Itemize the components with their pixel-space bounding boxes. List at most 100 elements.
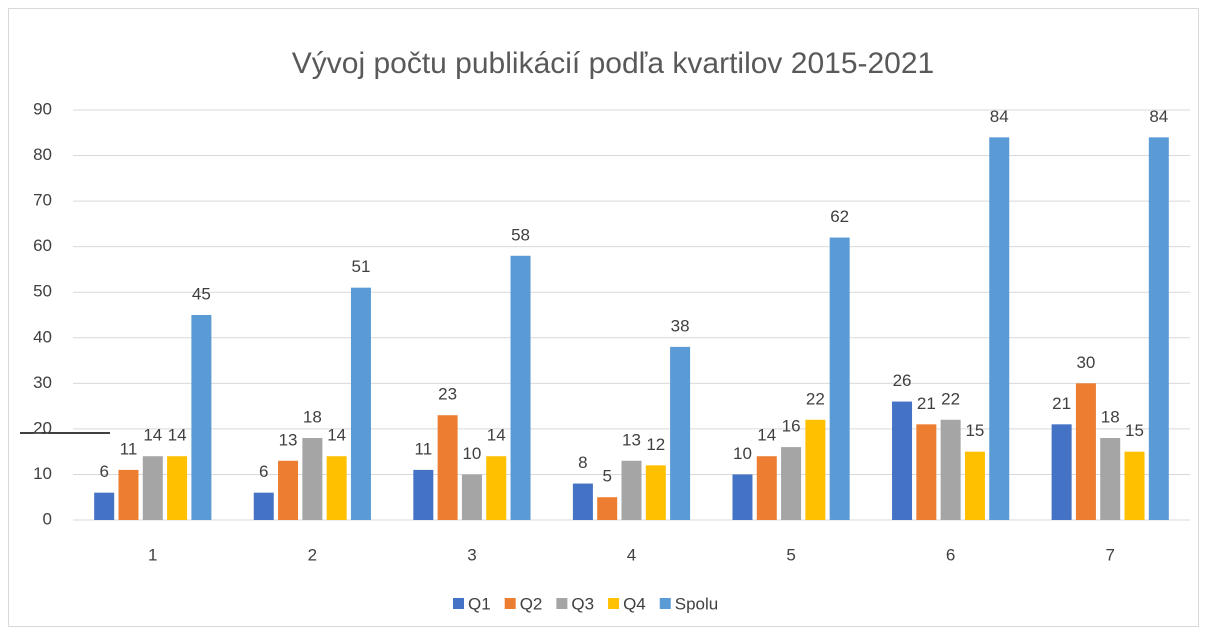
bar (989, 137, 1010, 521)
bar (940, 419, 961, 520)
y-tick-label: 70 (33, 191, 52, 210)
data-label: 22 (941, 389, 960, 408)
x-tick-label: 5 (786, 545, 795, 564)
data-label: 14 (327, 426, 346, 445)
legend-label: Spolu (675, 594, 718, 613)
y-tick-label: 80 (33, 145, 52, 164)
data-label: 13 (279, 430, 298, 449)
data-label: 14 (168, 426, 187, 445)
x-tick-label: 2 (308, 545, 317, 564)
y-tick-label: 90 (33, 99, 52, 118)
bar (597, 497, 618, 520)
bar (892, 401, 913, 520)
bar (461, 474, 482, 520)
bar (118, 469, 139, 520)
y-tick-label: 60 (33, 236, 52, 255)
data-label: 21 (1052, 394, 1071, 413)
chart-frame (8, 8, 1199, 627)
y-tick-label: 10 (33, 464, 52, 483)
bar (142, 456, 163, 520)
x-tick-label: 6 (946, 545, 955, 564)
y-tick-label: 40 (33, 327, 52, 346)
y-tick-label: 50 (33, 282, 52, 301)
y-tick-label: 30 (33, 373, 52, 392)
y-tick-label: 20 (33, 418, 52, 437)
bar (191, 315, 212, 520)
bar (94, 492, 115, 520)
x-tick-label: 1 (148, 545, 157, 564)
bar (437, 415, 458, 520)
bar (829, 237, 850, 521)
data-label: 10 (733, 444, 752, 463)
bar (510, 255, 531, 520)
bar (572, 483, 593, 520)
x-tick-label: 3 (467, 545, 476, 564)
bar (621, 460, 642, 520)
legend-label: Q1 (468, 594, 491, 613)
data-label: 10 (462, 444, 481, 463)
x-tick-label: 7 (1105, 545, 1114, 564)
data-label: 62 (830, 207, 849, 226)
data-label: 14 (757, 426, 776, 445)
chart-title: Vývoj počtu publikácií podľa kvartilov 2… (292, 47, 934, 80)
bar (1075, 383, 1096, 520)
data-label: 6 (99, 462, 108, 481)
data-label: 84 (1149, 107, 1168, 126)
data-label: 6 (259, 462, 268, 481)
data-label: 45 (192, 284, 211, 303)
bar (645, 465, 666, 520)
legend-swatch (556, 598, 568, 609)
bar (1148, 137, 1169, 521)
bar (805, 419, 826, 520)
data-label: 51 (351, 257, 370, 276)
data-label: 84 (990, 107, 1009, 126)
bar (1100, 438, 1121, 520)
bar (781, 447, 802, 520)
x-tick-label: 4 (627, 545, 636, 564)
data-label: 18 (303, 407, 322, 426)
data-label: 38 (671, 316, 690, 335)
data-label: 23 (438, 385, 457, 404)
bar (486, 456, 507, 520)
bar (756, 456, 777, 520)
data-label: 14 (143, 426, 162, 445)
data-label: 8 (578, 453, 587, 472)
data-label: 18 (1101, 407, 1120, 426)
data-label: 30 (1076, 353, 1095, 372)
bar (253, 492, 274, 520)
data-label: 21 (917, 394, 936, 413)
data-label: 12 (646, 435, 665, 454)
data-label: 13 (622, 430, 641, 449)
data-label: 58 (511, 225, 530, 244)
y-tick-label: 0 (43, 509, 52, 528)
bar (302, 438, 323, 520)
bar (167, 456, 188, 520)
data-label: 26 (893, 371, 912, 390)
bar (1124, 451, 1145, 520)
data-label: 14 (487, 426, 506, 445)
data-label: 15 (965, 421, 984, 440)
legend-label: Q4 (623, 594, 646, 613)
bar (964, 451, 985, 520)
bar (732, 474, 753, 520)
legend-swatch (453, 598, 464, 609)
bar (278, 460, 299, 520)
bar (670, 346, 691, 520)
bar (326, 456, 347, 520)
data-label: 5 (602, 467, 611, 486)
legend-label: Q2 (520, 594, 543, 613)
legend-swatch (659, 598, 671, 609)
bar (413, 469, 434, 520)
data-label: 16 (782, 417, 801, 436)
bar (916, 424, 937, 520)
data-label: 11 (120, 439, 138, 458)
legend-swatch (504, 598, 516, 609)
data-label: 11 (415, 439, 433, 458)
bar (350, 287, 371, 520)
legend-swatch (608, 598, 620, 609)
data-label: 22 (806, 389, 825, 408)
legend-label: Q3 (571, 594, 594, 613)
data-label: 15 (1125, 421, 1144, 440)
bar (1051, 424, 1072, 520)
